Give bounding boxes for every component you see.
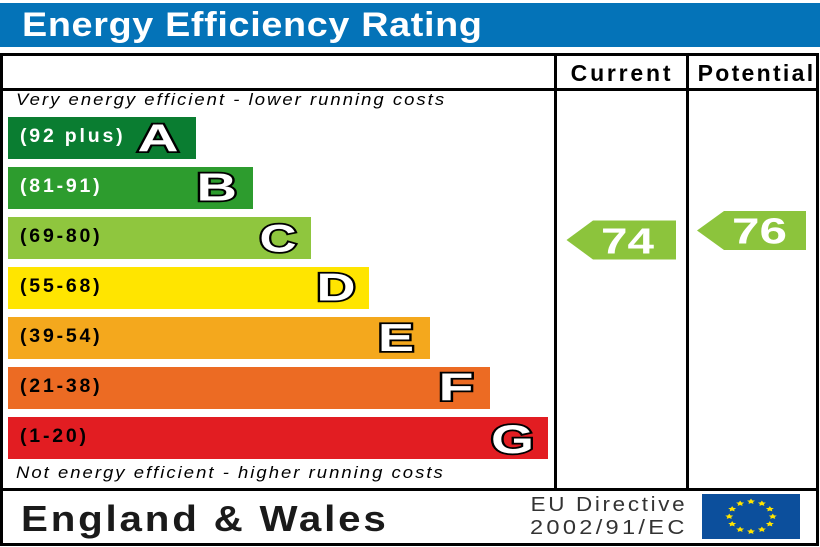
svg-text:D: D bbox=[317, 267, 356, 310]
svg-text:F: F bbox=[439, 367, 474, 410]
svg-text:76: 76 bbox=[732, 211, 787, 252]
svg-text:E: E bbox=[378, 317, 414, 360]
svg-text:B: B bbox=[197, 167, 238, 210]
svg-text:A: A bbox=[138, 118, 179, 161]
svg-text:C: C bbox=[260, 218, 297, 261]
svg-text:74: 74 bbox=[601, 221, 654, 262]
svg-text:G: G bbox=[491, 418, 534, 462]
